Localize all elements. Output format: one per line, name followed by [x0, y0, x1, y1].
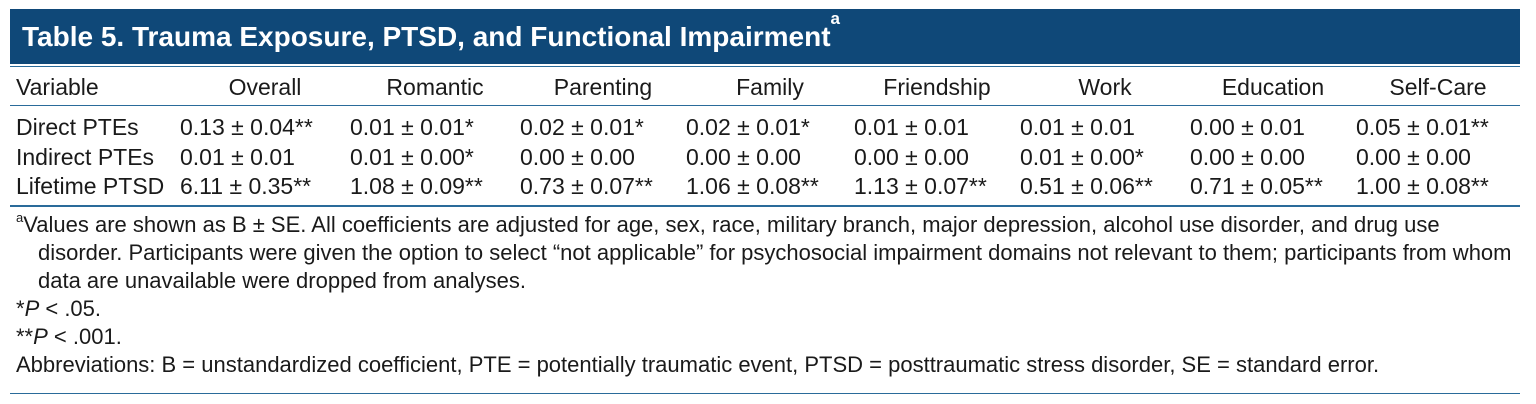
table-cell: 0.01 ± 0.01	[854, 114, 969, 140]
column-header-self-care: Self-Care	[1389, 73, 1487, 100]
column-header-overall: Overall	[228, 73, 302, 100]
column-header-family: Family	[736, 73, 804, 100]
table-cell: 0.01 ± 0.01	[1020, 114, 1135, 140]
table-bottom-rule	[10, 205, 1520, 207]
table-cell: 1.08 ± 0.09**	[350, 173, 483, 199]
table-title-bar: Table 5. Trauma Exposure, PTSD, and Func…	[10, 9, 1520, 64]
table-cell: 0.00 ± 0.00	[854, 144, 969, 170]
column-header-education: Education	[1221, 73, 1325, 100]
footnote-a-marker: a	[16, 210, 24, 225]
footnote-p-symbol: P	[24, 296, 40, 321]
footnote-a-text: Values are shown as B ± SE. All coeffici…	[23, 212, 1512, 293]
table-cell: 0.02 ± 0.01*	[686, 114, 810, 140]
footnote-stars: *	[16, 296, 25, 321]
column-header-variable: Variable	[16, 73, 99, 100]
column-header-friendship: Friendship	[883, 73, 991, 100]
footnote-p-symbol: P	[33, 324, 48, 349]
title-footnote-marker: a	[830, 9, 841, 28]
table-cell: 0.02 ± 0.01*	[520, 114, 644, 140]
table-cell: 6.11 ± 0.35**	[180, 173, 312, 199]
footnote-significance-001: **P < .001.	[16, 323, 1516, 351]
table-cell: 0.73 ± 0.07**	[520, 173, 653, 199]
header-row: Variable Overall Romantic Parenting Fami…	[10, 68, 1520, 106]
footnote-threshold: < .001.	[47, 324, 122, 349]
table-cell: 0.00 ± 0.00	[1356, 144, 1471, 170]
footnote-stars: **	[16, 324, 34, 349]
table-cell: 0.01 ± 0.01	[180, 144, 295, 170]
header-bottom-rule	[10, 105, 1520, 106]
table-cell: 0.00 ± 0.00	[520, 144, 635, 170]
table-row: Lifetime PTSD 6.11 ± 0.35** 1.08 ± 0.09*…	[10, 172, 1520, 201]
column-header-work: Work	[1078, 73, 1132, 100]
header-top-rule	[10, 66, 1520, 67]
table-row: Indirect PTEs 0.01 ± 0.01 0.01 ± 0.00* 0…	[10, 143, 1520, 172]
table-row: Direct PTEs 0.13 ± 0.04** 0.01 ± 0.01* 0…	[10, 106, 1520, 143]
table-cell: 0.00 ± 0.01	[1190, 114, 1305, 140]
data-table: Variable Overall Romantic Parenting Fami…	[10, 68, 1520, 201]
footnote-significance-05: *P < .05.	[16, 295, 1516, 323]
row-label: Indirect PTEs	[16, 144, 155, 170]
table-cell: 0.13 ± 0.04**	[180, 114, 313, 140]
row-label: Lifetime PTSD	[16, 173, 165, 199]
table-cell: 0.01 ± 0.01*	[350, 114, 474, 140]
table-cell: 0.05 ± 0.01**	[1356, 114, 1489, 140]
column-header-romantic: Romantic	[386, 73, 484, 100]
footnote-threshold: < .05.	[39, 296, 102, 321]
table-cell: 0.51 ± 0.06**	[1020, 173, 1153, 199]
table-cell: 1.06 ± 0.08**	[686, 173, 819, 199]
table-cell: 1.00 ± 0.08**	[1356, 173, 1489, 199]
table-cell: 0.00 ± 0.00	[1190, 144, 1305, 170]
table-title: Table 5. Trauma Exposure, PTSD, and Func…	[22, 21, 831, 52]
table-cell: 0.71 ± 0.05**	[1190, 173, 1323, 199]
footnote-a: aValues are shown as B ± SE. All coeffic…	[16, 211, 1516, 295]
row-label: Direct PTEs	[16, 114, 139, 140]
table-cell: 0.01 ± 0.00*	[1020, 144, 1144, 170]
footnote-abbreviations: Abbreviations: B = unstandardized coeffi…	[16, 352, 1380, 377]
table-cell: 0.01 ± 0.00*	[350, 144, 474, 170]
footer-rule	[10, 393, 1520, 394]
table-cell: 0.00 ± 0.00	[686, 144, 801, 170]
footnotes: aValues are shown as B ± SE. All coeffic…	[16, 211, 1516, 379]
column-header-parenting: Parenting	[553, 73, 653, 100]
table-cell: 1.13 ± 0.07**	[854, 173, 987, 199]
